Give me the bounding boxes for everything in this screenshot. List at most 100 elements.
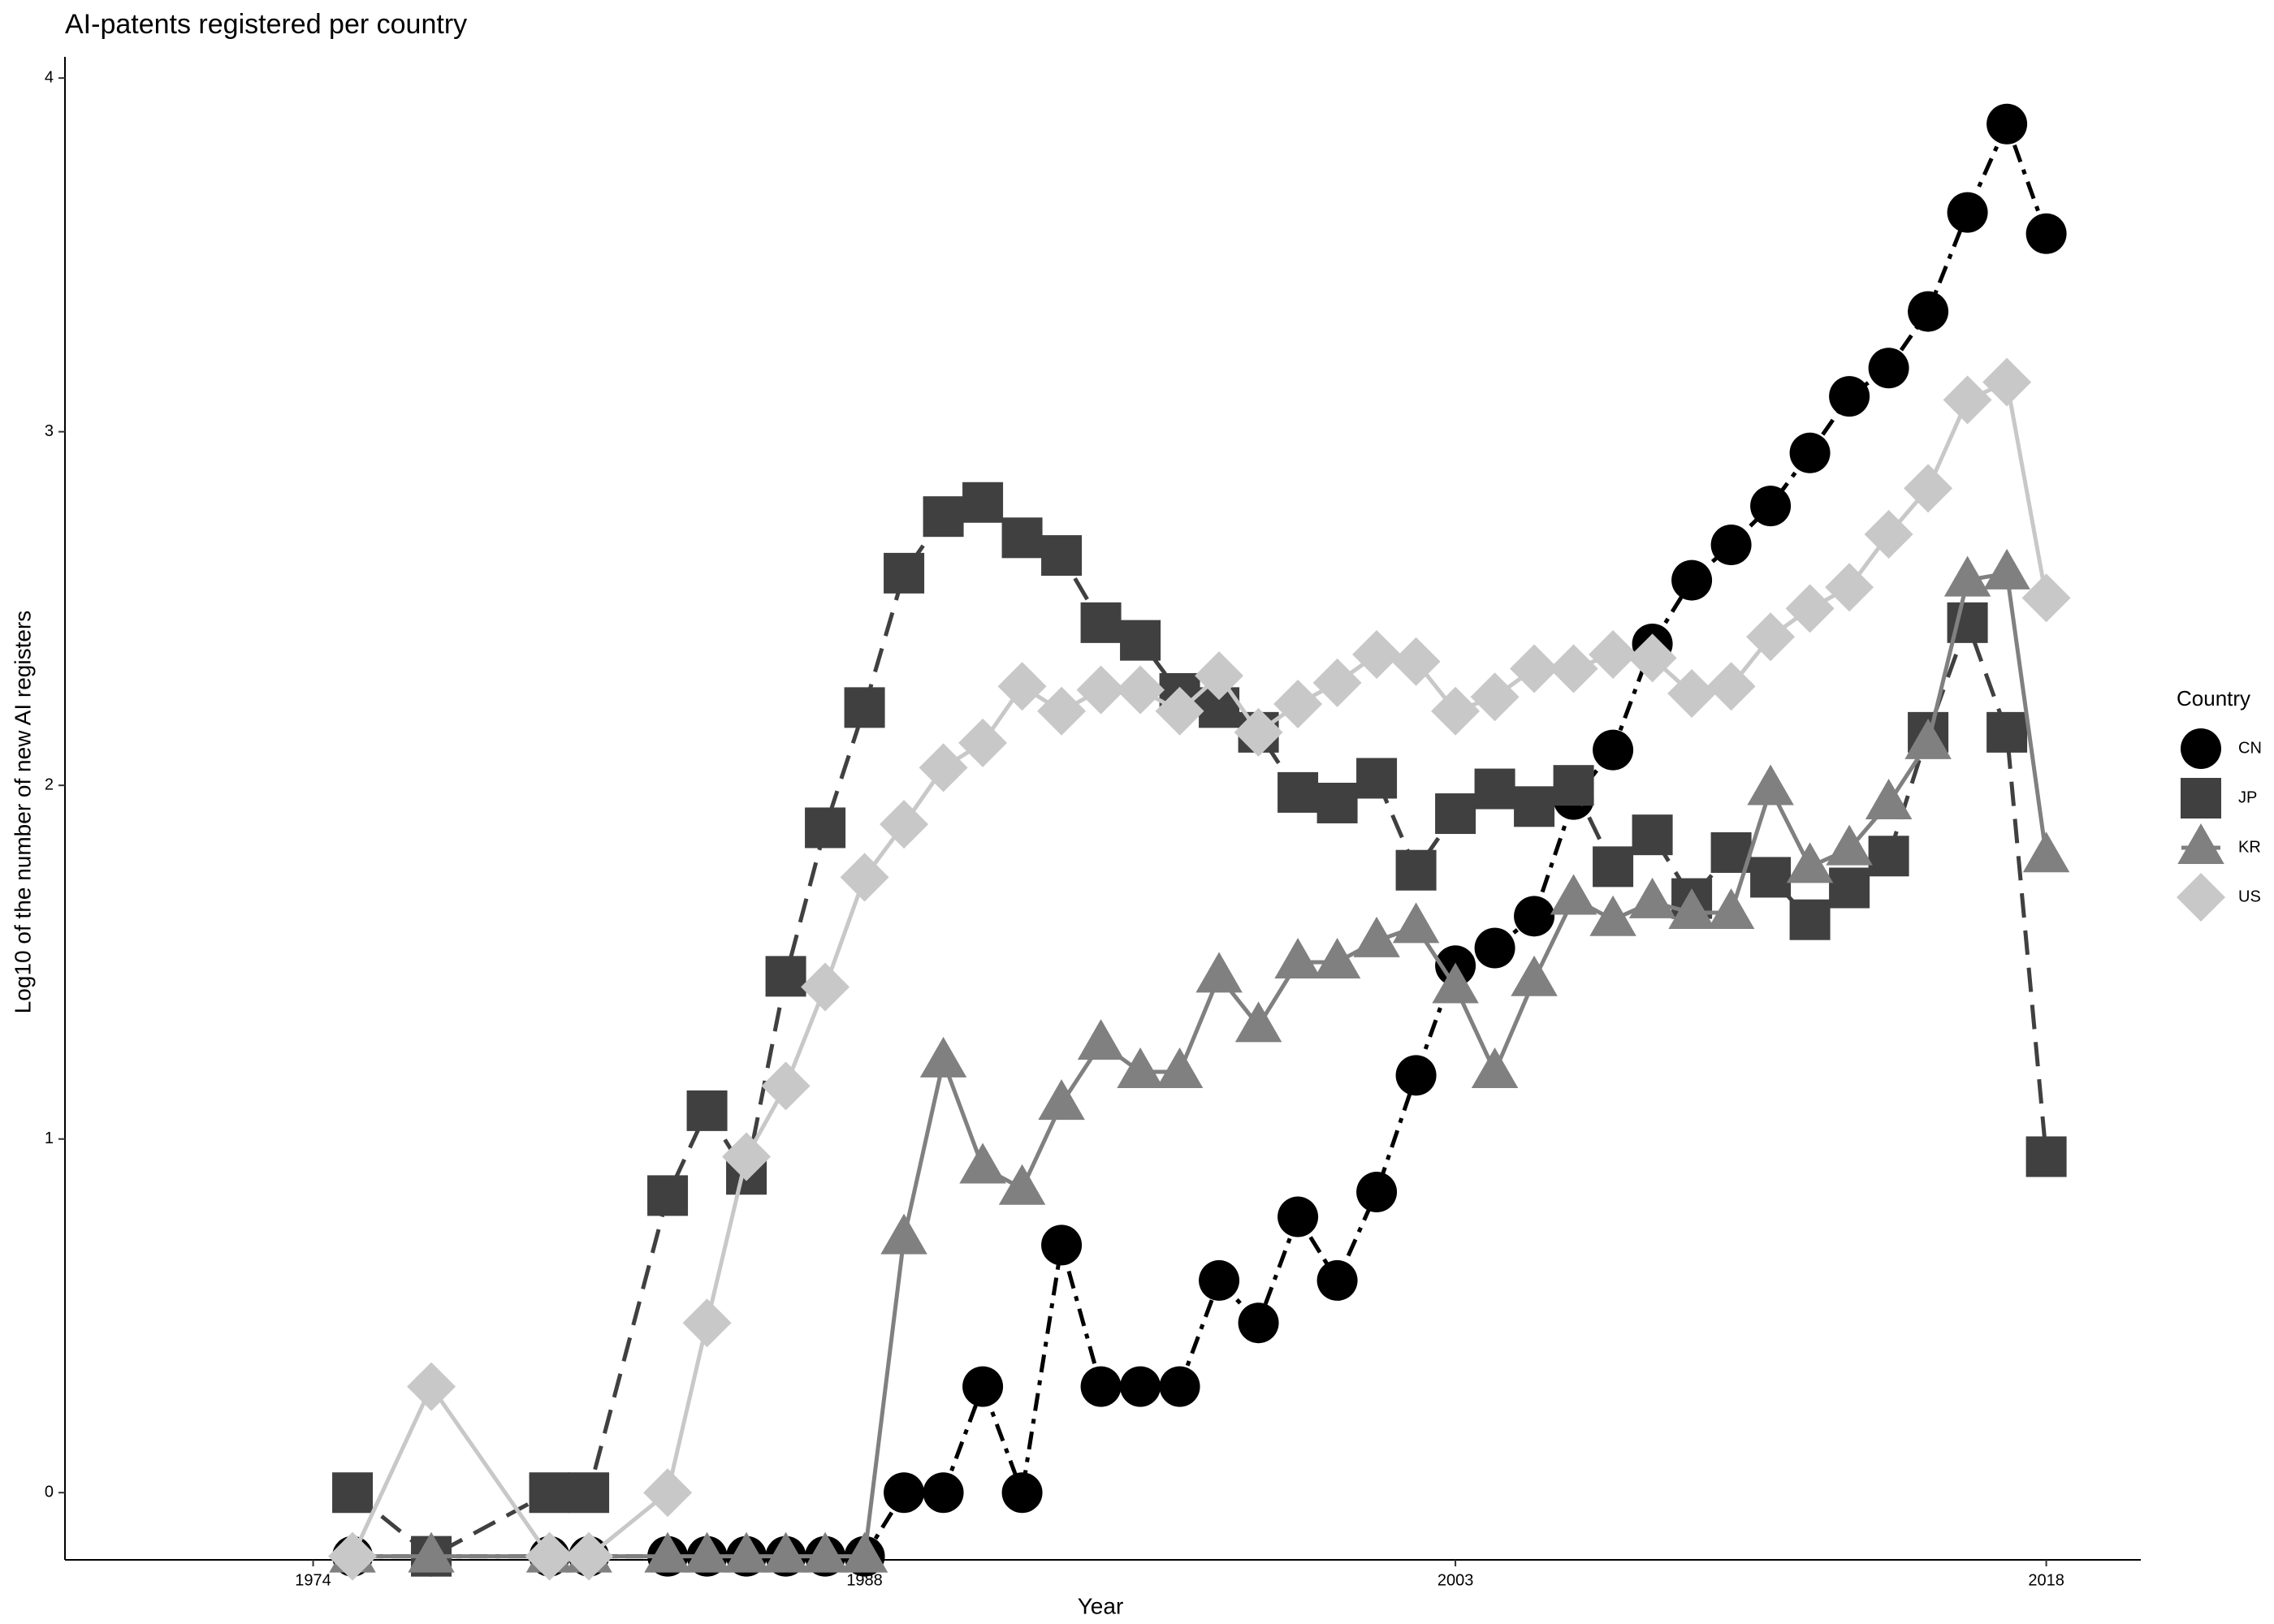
point [1750,486,1792,527]
legend-title: Country [2177,686,2250,710]
point [801,962,850,1012]
point [1864,509,1913,559]
y-axis-title: Log10 of the number of new AI registers [10,611,35,1014]
point [1789,899,1831,940]
point [802,1531,849,1573]
y-tick-label: 3 [45,422,54,440]
point [1628,877,1676,918]
point [959,1142,1006,1184]
point [844,687,885,728]
point [1159,1366,1200,1407]
series-line [352,570,2049,1559]
point [686,1090,728,1131]
point [1274,937,1321,978]
x-axis-title: Year [1078,1593,1124,1618]
point [1353,916,1400,957]
point [765,956,806,997]
point [1435,793,1476,835]
point [880,1213,927,1255]
point [723,1531,770,1573]
point [1667,668,1717,718]
point [761,1061,811,1111]
point [1001,1472,1043,1514]
point [1278,771,1319,813]
point [1593,846,1634,888]
point [643,1468,693,1518]
point [1943,555,1991,597]
point [1316,782,1358,823]
point [1710,525,1752,566]
point [1080,602,1122,643]
point [805,807,846,849]
point [923,496,964,538]
point [1471,1047,1519,1088]
point [1904,718,1952,759]
point [1041,1224,1083,1266]
point [1077,1019,1125,1060]
point [682,1298,732,1348]
point [2025,213,2067,254]
x-tick-label: 2003 [1437,1571,1474,1589]
point [1553,765,1594,806]
point [1080,1366,1122,1407]
y-tick-label: 0 [45,1484,54,1501]
y-tick-label: 1 [45,1129,54,1147]
point [525,1531,574,1581]
point [1789,432,1831,473]
point [1312,658,1362,707]
series-line [351,499,2049,1559]
point [1589,630,1638,680]
point [1589,895,1636,936]
point [1116,665,1165,715]
point [1987,711,2028,753]
point [919,1036,967,1078]
point [1947,192,1988,233]
point [1356,758,1398,799]
point [884,552,925,594]
point [1829,376,1870,417]
legend-label: JP [2238,788,2257,806]
point [647,1175,689,1216]
point [1474,768,1515,810]
point [1038,1079,1085,1121]
legend-symbol [2181,778,2221,818]
point [1510,644,1559,693]
point [1037,686,1087,736]
point [1750,857,1792,898]
point [1982,357,2032,407]
point [722,1132,772,1181]
series-line [350,379,2049,1559]
point [1707,888,1755,929]
y-tick-label: 4 [45,68,54,86]
point [1238,1302,1279,1344]
point [884,1472,925,1514]
point [1470,672,1520,722]
point [1868,348,1909,389]
point [1395,849,1437,891]
point [1865,778,1913,819]
point [568,1472,610,1514]
point [1076,665,1126,715]
legend-label: CN [2238,739,2262,757]
point [998,1164,1046,1205]
point [1392,902,1440,944]
point [1156,1047,1204,1088]
point [1746,612,1796,662]
point [1313,937,1361,978]
point [1747,764,1794,806]
point [1593,729,1634,771]
point [1632,814,1673,856]
point [529,1472,570,1514]
point [1786,842,1834,883]
point [1120,620,1161,661]
point [923,1472,964,1514]
point [1671,559,1713,601]
point [1395,1055,1437,1096]
point [1868,836,1909,877]
point [407,1362,456,1411]
point [1001,517,1043,559]
point [1352,630,1402,680]
point [1356,1172,1398,1213]
